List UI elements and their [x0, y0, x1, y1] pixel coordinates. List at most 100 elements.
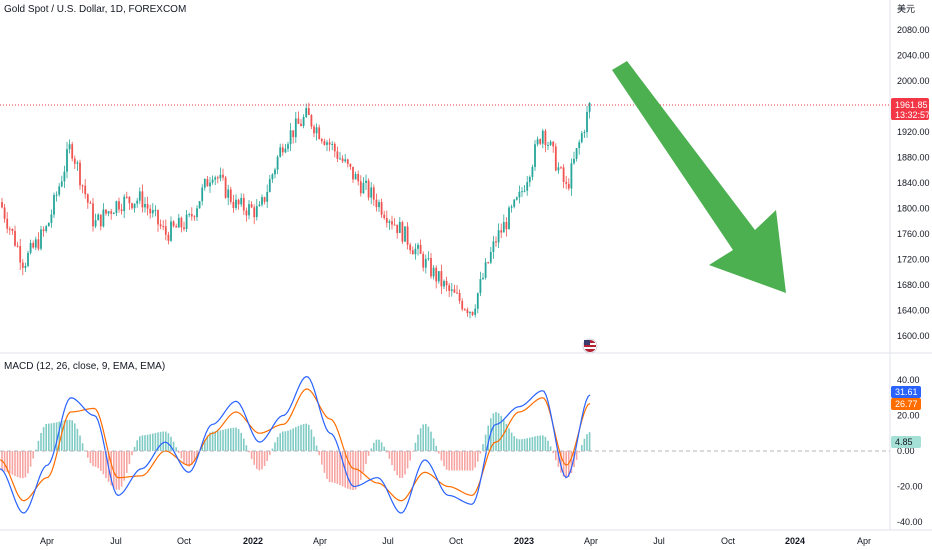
histogram-bar	[318, 451, 320, 456]
histogram-bar	[261, 451, 263, 470]
candle-body	[281, 147, 284, 153]
histogram-bar	[557, 451, 560, 467]
candle-body	[170, 221, 172, 241]
candle-body	[437, 271, 440, 282]
histogram-bar	[66, 420, 68, 451]
histogram-bar	[232, 427, 235, 451]
histogram-bar	[149, 434, 151, 451]
histogram-bar	[328, 451, 331, 483]
candle-body	[131, 203, 133, 209]
candle-body	[570, 163, 573, 189]
histogram-bar	[349, 451, 352, 490]
candle-body	[541, 130, 544, 144]
histogram-bar	[105, 451, 107, 479]
histogram-bar	[188, 451, 190, 467]
histogram-bar	[214, 431, 216, 451]
histogram-bar	[404, 451, 406, 475]
candle-body	[141, 191, 144, 208]
candle-body	[562, 167, 565, 183]
histogram-bar	[464, 451, 466, 471]
macd-title[interactable]: MACD (12, 26, close, 9, EMA, EMA)	[4, 361, 165, 372]
candle-body	[300, 123, 302, 126]
time-axis[interactable]: Apr Jul Oct 2022 Apr Jul Oct 2023 Apr Jul Oct 2024 A…	[40, 536, 871, 546]
histogram-bar	[305, 423, 307, 451]
candle-body	[427, 258, 430, 260]
candle-body	[63, 171, 66, 182]
histogram-bar	[32, 451, 34, 459]
histogram-bar	[178, 451, 180, 454]
candle-body	[500, 230, 503, 233]
candle-body	[289, 130, 292, 145]
candle-body	[175, 226, 178, 228]
candle-body	[318, 127, 321, 139]
histogram-bar	[479, 451, 482, 454]
candle-body	[292, 130, 295, 138]
last-price-badge	[891, 98, 929, 120]
candle-body	[287, 144, 289, 149]
histogram-bar	[518, 439, 521, 451]
histogram-bar	[287, 430, 289, 451]
histogram-bar	[544, 436, 547, 451]
histogram-bar	[131, 451, 133, 456]
histogram-bar	[113, 451, 115, 489]
candle-body	[583, 132, 586, 134]
histogram-bar	[578, 451, 580, 453]
candle-body	[198, 201, 201, 209]
candle-body	[232, 201, 235, 208]
candle-body	[326, 142, 328, 145]
candle-body	[315, 127, 318, 134]
candle-body	[92, 203, 94, 227]
candle-body	[359, 181, 362, 194]
histogram-bar	[167, 433, 170, 451]
candle-body	[6, 218, 9, 229]
price-tick-label: 2000.00	[897, 76, 930, 86]
histogram-bar	[102, 451, 105, 475]
candle-body	[73, 158, 76, 164]
candle-body	[58, 186, 61, 195]
down-arrow-icon[interactable]	[612, 61, 786, 293]
candle-body	[40, 229, 42, 249]
histogram-bar	[269, 451, 271, 455]
histogram-bar	[302, 424, 305, 451]
histogram-bar	[461, 451, 463, 471]
histogram-bar	[406, 451, 409, 469]
macd-axis[interactable]: 40.00 20.00 0.00 -20.00 -40.00	[897, 375, 923, 527]
candle-body	[172, 221, 175, 227]
histogram-bar	[471, 451, 474, 471]
symbol-title[interactable]: Gold Spot / U.S. Dollar, 1D, FOREXCOM	[4, 4, 186, 15]
candle-body	[565, 182, 568, 184]
us-flag-icon[interactable]	[582, 338, 598, 354]
candle-body	[266, 192, 269, 202]
price-axis[interactable]: 2080.00 2040.00 2000.00 1920.00 1880.00 1840.…	[897, 25, 930, 341]
price-tick-label: 1840.00	[897, 178, 930, 188]
histogram-bar	[367, 451, 370, 456]
candle-body	[365, 180, 367, 183]
time-tick-label: Jul	[110, 536, 122, 546]
histogram-bar	[581, 444, 583, 451]
candle-body	[398, 222, 401, 233]
candle-body	[120, 209, 123, 212]
candle-body	[362, 182, 365, 194]
histogram-bar	[534, 436, 536, 451]
histogram-bar	[552, 451, 554, 454]
histogram-bar	[245, 445, 248, 451]
histogram-bar	[425, 423, 427, 451]
histogram-bar	[347, 451, 349, 489]
candle-body	[242, 197, 245, 211]
candle-body	[331, 143, 334, 145]
candle-body	[383, 214, 386, 218]
candle-body	[456, 292, 458, 294]
histogram-bar	[22, 451, 24, 479]
candle-body	[492, 241, 495, 253]
histogram-bar	[123, 451, 125, 481]
time-tick-label: Jul	[653, 536, 665, 546]
candle-body	[24, 265, 27, 268]
histogram-bar	[58, 421, 60, 451]
candle-body	[50, 214, 53, 223]
candle-body	[146, 204, 149, 209]
countdown-value: 13:32:57	[895, 110, 930, 120]
signal-line	[0, 388, 591, 502]
candle-body	[245, 210, 248, 216]
candle-body	[479, 279, 482, 294]
histogram-bar	[378, 439, 380, 451]
